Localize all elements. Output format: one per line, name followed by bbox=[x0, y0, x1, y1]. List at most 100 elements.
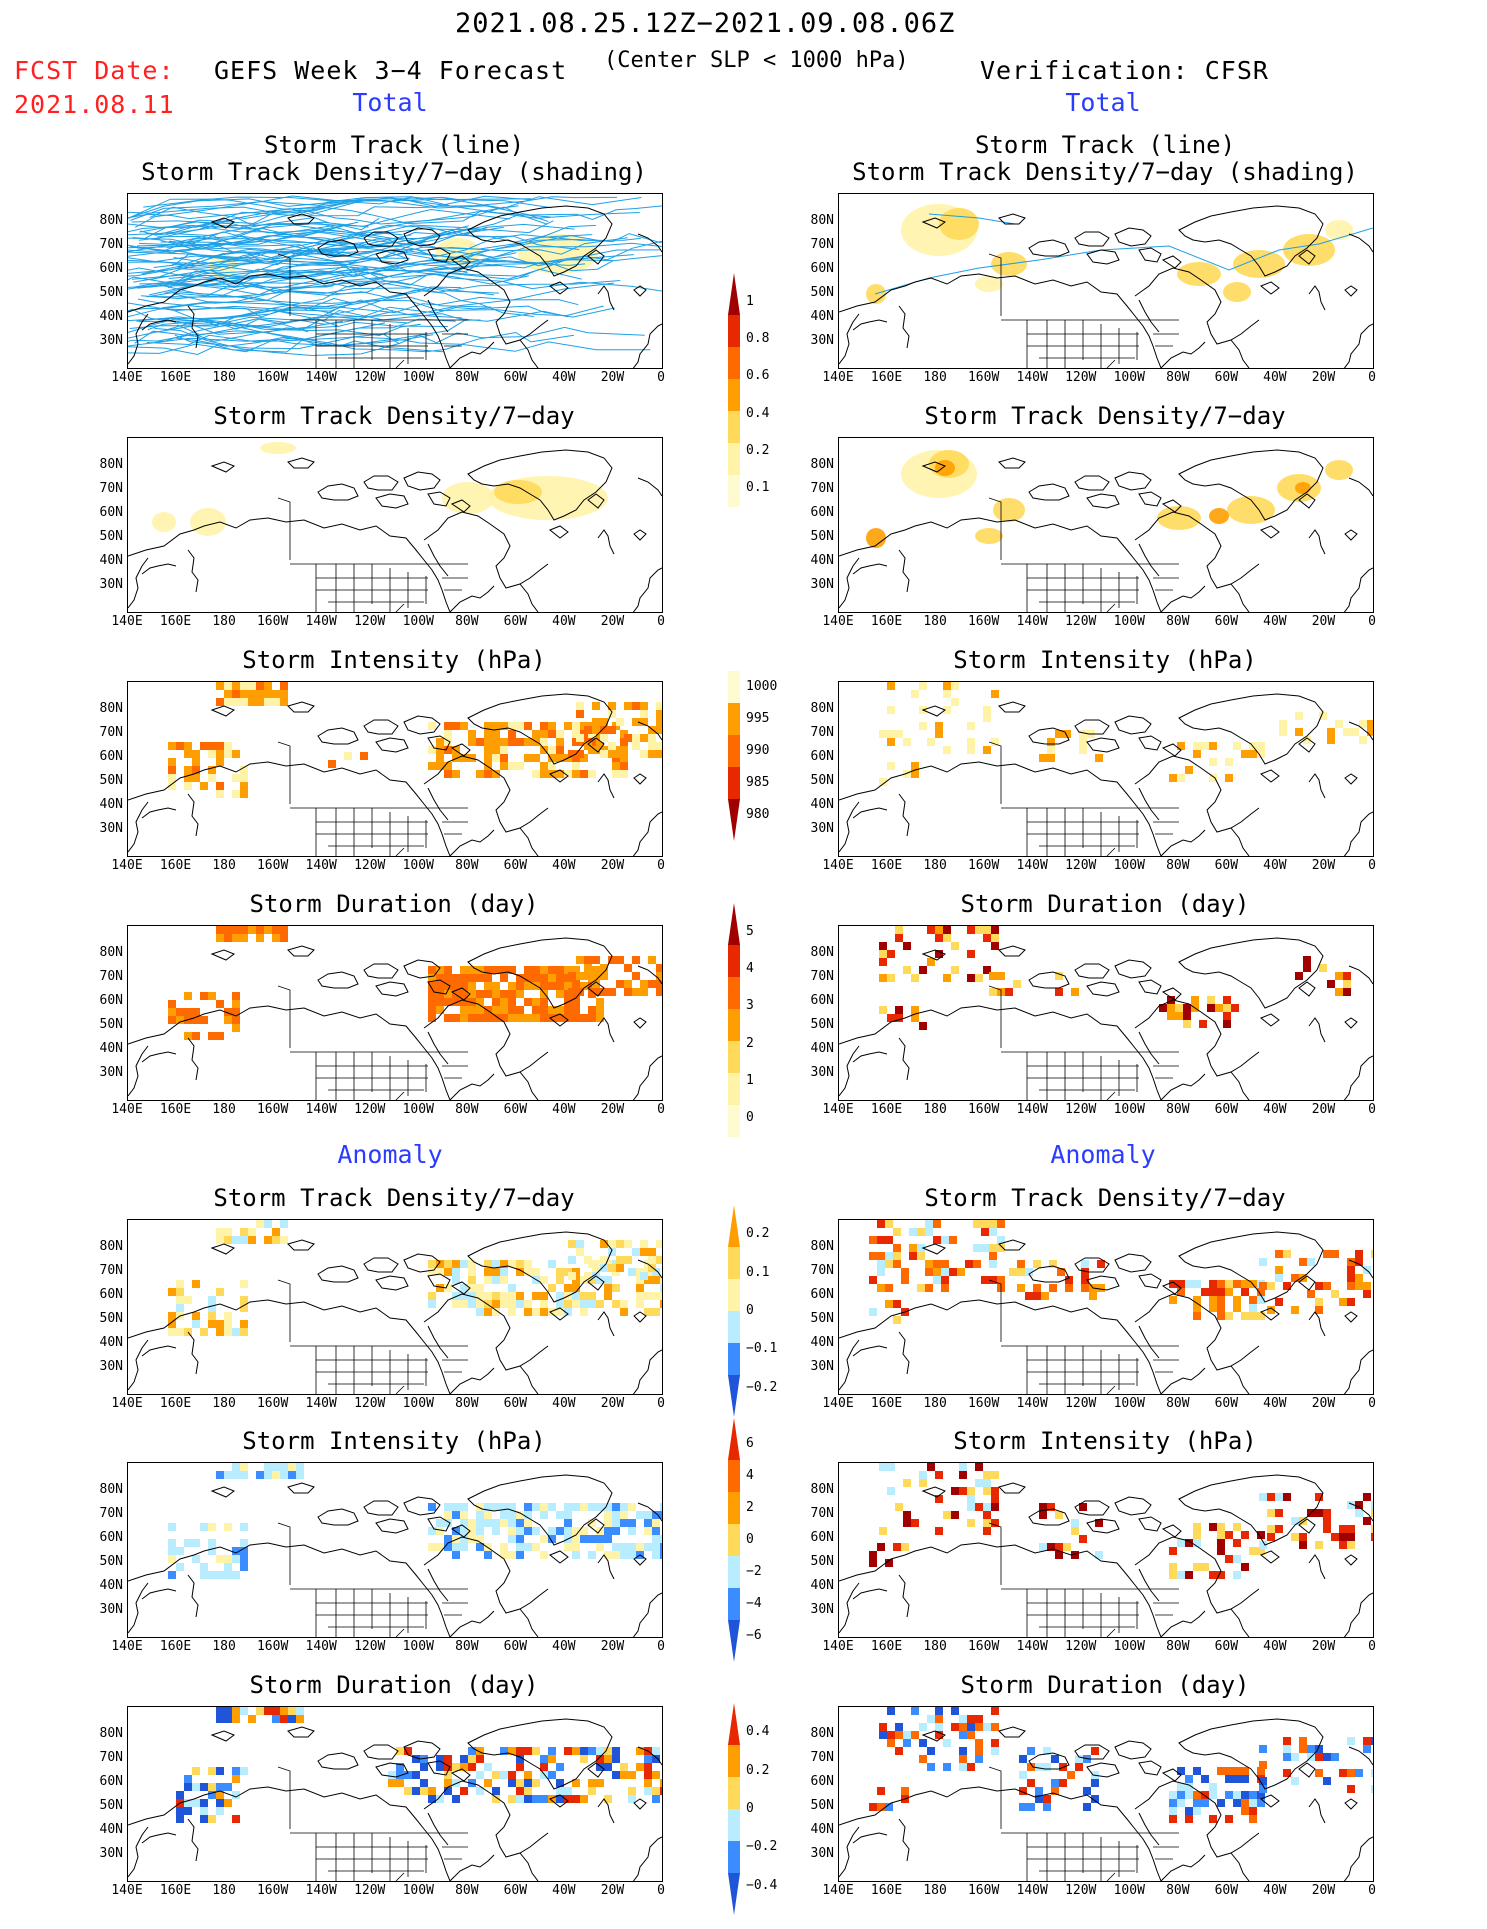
lat-label: 40N bbox=[810, 309, 834, 324]
lon-label: 0 bbox=[657, 858, 665, 873]
lat-label: 80N bbox=[810, 1726, 834, 1741]
lon-label: 140W bbox=[1016, 1639, 1048, 1654]
colorbar-label: −0.4 bbox=[746, 1877, 778, 1893]
lat-label: 80N bbox=[99, 457, 123, 472]
map-panel bbox=[838, 1219, 1374, 1395]
colorbar-duration-anomaly bbox=[726, 1693, 756, 1929]
lat-label: 60N bbox=[810, 261, 834, 276]
lat-label: 50N bbox=[99, 1554, 123, 1569]
lon-label: 60W bbox=[503, 1102, 528, 1117]
lon-label: 40W bbox=[552, 858, 576, 873]
lat-label: 30N bbox=[810, 821, 834, 836]
lat-label: 60N bbox=[99, 1774, 123, 1789]
lat-label: 30N bbox=[810, 1359, 834, 1374]
lon-label: 160W bbox=[967, 1639, 1000, 1654]
lon-label: 0 bbox=[1368, 614, 1376, 629]
section-anomaly-left: Anomaly bbox=[337, 1140, 443, 1169]
lon-label: 160E bbox=[870, 858, 903, 873]
lon-label: 0 bbox=[1368, 1396, 1376, 1411]
lat-label: 50N bbox=[99, 1017, 123, 1032]
lat-label: 30N bbox=[99, 333, 123, 348]
lon-label: 140E bbox=[111, 1883, 143, 1898]
lon-label: 60W bbox=[503, 370, 528, 385]
lon-label: 160W bbox=[967, 1102, 1000, 1117]
lat-label: 40N bbox=[810, 1822, 834, 1837]
lon-label: 120W bbox=[1065, 370, 1097, 385]
lat-label: 60N bbox=[810, 1287, 834, 1302]
panel-title-intensity: Storm Intensity (hPa) bbox=[242, 646, 546, 674]
colorbar-label: 6 bbox=[746, 1436, 754, 1451]
lon-label: 100W bbox=[402, 1396, 434, 1411]
lon-label: 180 bbox=[212, 370, 236, 385]
lat-label: 80N bbox=[810, 701, 834, 716]
lon-label: 120W bbox=[354, 1883, 386, 1898]
lon-label: 140W bbox=[1016, 614, 1048, 629]
lon-label: 140E bbox=[111, 1396, 143, 1411]
colorbar-label: 1000 bbox=[746, 679, 778, 694]
lon-label: 40W bbox=[1263, 858, 1287, 873]
map-panel bbox=[838, 437, 1374, 613]
colorbar-label: 4 bbox=[746, 961, 754, 976]
map-panel bbox=[838, 1706, 1374, 1882]
lat-label: 60N bbox=[810, 1530, 834, 1545]
lat-label: 80N bbox=[810, 1482, 834, 1497]
colorbar-density-total bbox=[726, 263, 756, 531]
lat-label: 70N bbox=[810, 481, 834, 496]
colorbar-label: 4 bbox=[746, 1468, 754, 1483]
lon-label: 140W bbox=[305, 1102, 337, 1117]
lon-label: 100W bbox=[1113, 858, 1145, 873]
lat-label: 50N bbox=[99, 773, 123, 788]
lat-label: 70N bbox=[99, 1750, 123, 1765]
lat-label: 60N bbox=[99, 1530, 123, 1545]
lat-label: 30N bbox=[99, 1065, 123, 1080]
lon-label: 120W bbox=[354, 370, 386, 385]
panel-title-density: Storm Track Density/7−day bbox=[213, 1184, 575, 1212]
lon-label: 100W bbox=[1113, 1396, 1145, 1411]
colorbar-label: 0.2 bbox=[746, 1762, 770, 1778]
lon-label: 80W bbox=[1166, 1102, 1190, 1117]
colorbar-label: −0.2 bbox=[746, 1379, 778, 1395]
lon-label: 180 bbox=[923, 614, 947, 629]
lon-label: 160E bbox=[870, 1883, 903, 1898]
panel-title-duration: Storm Duration (day) bbox=[960, 1671, 1250, 1699]
lon-label: 80W bbox=[1166, 1883, 1190, 1898]
lon-label: 180 bbox=[212, 1102, 236, 1117]
lon-label: 60W bbox=[1214, 1639, 1239, 1654]
lon-label: 40W bbox=[552, 1396, 576, 1411]
lat-label: 30N bbox=[99, 1359, 123, 1374]
lon-label: 40W bbox=[552, 1883, 576, 1898]
lon-label: 140E bbox=[822, 370, 854, 385]
lon-label: 160W bbox=[256, 370, 289, 385]
lon-label: 0 bbox=[1368, 370, 1376, 385]
colorbar-label: 0 bbox=[746, 1801, 754, 1816]
lon-label: 40W bbox=[552, 1102, 576, 1117]
panel-title-intensity: Storm Intensity (hPa) bbox=[242, 1427, 546, 1455]
panel-title-duration: Storm Duration (day) bbox=[249, 890, 539, 918]
lat-label: 70N bbox=[99, 969, 123, 984]
lon-label: 120W bbox=[354, 1102, 386, 1117]
lon-label: 160E bbox=[159, 1396, 192, 1411]
lon-label: 60W bbox=[1214, 1396, 1239, 1411]
colorbar-label: 980 bbox=[746, 807, 770, 822]
lat-label: 30N bbox=[99, 821, 123, 836]
colorbar-label: 995 bbox=[746, 711, 770, 726]
lat-label: 80N bbox=[810, 457, 834, 472]
lat-label: 80N bbox=[810, 945, 834, 960]
lat-label: 70N bbox=[99, 481, 123, 496]
lon-label: 160E bbox=[870, 370, 903, 385]
lat-label: 50N bbox=[99, 529, 123, 544]
lat-label: 50N bbox=[99, 1798, 123, 1813]
lat-label: 60N bbox=[99, 1287, 123, 1302]
lon-label: 40W bbox=[1263, 370, 1287, 385]
lon-label: 80W bbox=[455, 614, 479, 629]
lat-label: 70N bbox=[99, 725, 123, 740]
lon-label: 100W bbox=[402, 614, 434, 629]
fcst-date-value: 2021.08.11 bbox=[14, 90, 175, 119]
lat-label: 50N bbox=[810, 529, 834, 544]
lon-label: 140W bbox=[1016, 1396, 1048, 1411]
lon-label: 140W bbox=[1016, 1883, 1048, 1898]
lon-label: 180 bbox=[212, 1396, 236, 1411]
map-panel bbox=[838, 1462, 1374, 1638]
lat-label: 60N bbox=[99, 261, 123, 276]
lon-label: 100W bbox=[1113, 614, 1145, 629]
